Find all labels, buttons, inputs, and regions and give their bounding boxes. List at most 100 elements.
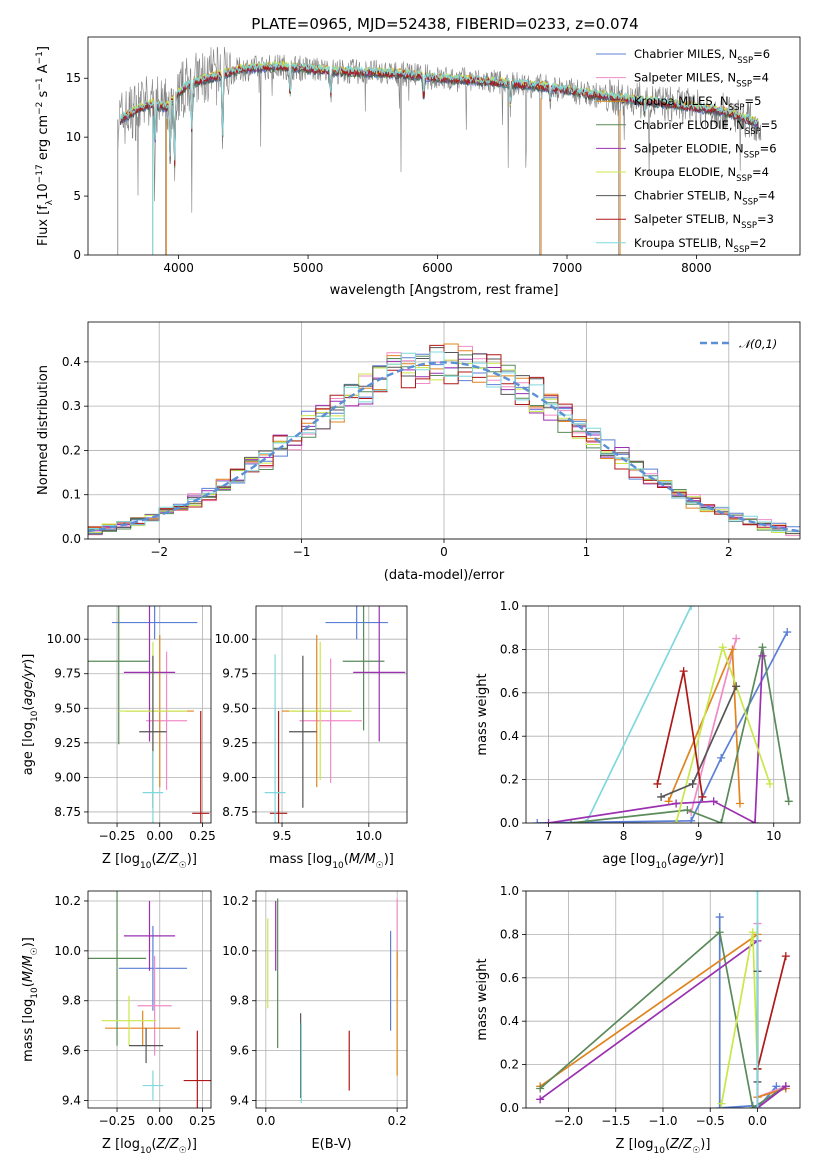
y-axis-label: mass weight [475, 673, 490, 755]
y-tick-label: 9.4 [62, 1094, 81, 1108]
label-part: 10 [653, 1146, 665, 1156]
legend-label: Kroupa STELIB, NSSP=2 [634, 236, 766, 255]
x-tick-label: −0.5 [696, 1114, 725, 1128]
weight-marker [753, 1104, 762, 1108]
label-part: age [log [21, 722, 36, 775]
legend-sub: SSP [742, 198, 758, 208]
label-part: −1 [35, 77, 45, 90]
x-tick-label: −2.0 [554, 1114, 583, 1128]
axes-frame [525, 890, 801, 1109]
x-axis-label: wavelength [Angstrom, rest frame] [330, 283, 559, 298]
weight-marker [687, 606, 696, 610]
y-tick-label: 5 [73, 189, 81, 203]
x-tick-label: 0.0 [256, 1114, 275, 1128]
y-tick-label: 9.6 [230, 1044, 249, 1058]
weight-marker [735, 799, 744, 808]
weight-line [537, 631, 788, 823]
label-part: erg cm [36, 115, 51, 164]
y-tick-label: 1.0 [500, 884, 519, 898]
axes-residuals: −2 −1 0 1 2 0.0 0.1 0.2 0.3 0.4 (data-model)/error… [36, 321, 801, 583]
y-tick-label: 1.0 [500, 599, 519, 613]
legend-text: Chabrier STELIB, N [634, 189, 742, 203]
label-part: M/M [21, 955, 36, 982]
y-tick-label: 8.75 [54, 805, 81, 819]
x-tick-label: −1.0 [648, 1114, 677, 1128]
weight-marker [717, 819, 726, 823]
y-tick-label: 0.3 [62, 399, 81, 413]
x-tick-label: −2 [150, 545, 168, 559]
y-tick-label: 9.00 [222, 770, 249, 784]
x-tick-label: 1 [583, 545, 591, 559]
weight-line [720, 932, 759, 1104]
weight-marker [715, 928, 724, 937]
y-axis-label: age [log10(age/yr)] [21, 654, 40, 776]
y-tick-label: 0.2 [500, 773, 519, 787]
weight-marker [715, 1104, 724, 1108]
figure-title: PLATE=0965, MJD=52438, FIBERID=0233, z=0… [251, 15, 638, 33]
label-part: E(B-V) [311, 1137, 351, 1152]
label-part: )] [187, 852, 197, 867]
plot-area [533, 606, 793, 823]
legend-label: Salpeter STELIB, NSSP=3 [634, 212, 774, 231]
x-tick-label: −1 [293, 545, 311, 559]
label-part: Z [log [616, 1137, 654, 1152]
label-part: mass [log [21, 999, 36, 1062]
label-part: 10 [332, 861, 344, 871]
plot-area [267, 898, 398, 1104]
x-tick-label: 0.00 [146, 1114, 173, 1128]
axes-age_vs_Z: −0.25 0.00 0.25 8.75 9.00 9.25 9.50 9.75 10.00 Z … [21, 605, 216, 871]
y-tick-label: 0.1 [62, 488, 81, 502]
x-tick-label: −1.5 [601, 1114, 630, 1128]
x-tick-label: 0.2 [388, 1114, 407, 1128]
weight-line [690, 638, 738, 813]
label-part: ( [21, 706, 36, 711]
axes-mass_vs_EBV: 0.0 0.2 9.4 9.6 9.8 10.0 10.2 E(B-V) [222, 890, 408, 1152]
y-tick-label: 0.2 [62, 443, 81, 457]
legend-label: 𝒩(0,1) [739, 337, 777, 351]
x-tick-label: 10 [766, 829, 781, 843]
label-part: ☉ [692, 1146, 700, 1156]
legend-text: Salpeter STELIB, N [634, 212, 741, 226]
x-tick-label: 7 [545, 829, 553, 843]
y-tick-label: 10.0 [54, 944, 81, 958]
label-part: A [36, 64, 51, 77]
y-tick-label: 0.2 [500, 1058, 519, 1072]
weight-marker [709, 797, 718, 806]
axes-frame [87, 36, 801, 256]
label-part: ( [21, 982, 36, 987]
weight-line [667, 649, 741, 804]
weight-marker [783, 628, 792, 637]
y-tick-label: 9.8 [62, 994, 81, 1008]
x-tick-label: −0.25 [99, 829, 136, 843]
label-part: 10 [140, 861, 152, 871]
legend-sub: SSP [745, 127, 761, 137]
label-part: ☉ [179, 861, 187, 871]
legend-n: =2 [749, 236, 766, 250]
label-part: 10 [30, 987, 40, 999]
y-tick-label: 9.50 [54, 701, 81, 715]
legend-text: Kroupa MILES, N [634, 94, 729, 108]
y-tick-label: 0.0 [62, 532, 81, 546]
y-axis-label: mass weight [475, 958, 490, 1040]
weight-marker [679, 667, 688, 676]
legend-n: =5 [744, 94, 761, 108]
weight-marker [748, 1104, 757, 1108]
x-tick-label: 8000 [681, 261, 712, 275]
weight-marker [533, 819, 542, 823]
label-part: Z [log [102, 1137, 140, 1152]
legend-n: =4 [758, 189, 775, 203]
x-tick-label: 9.5 [272, 829, 291, 843]
y-tick-label: 9.75 [222, 667, 249, 681]
label-part: Z [log [102, 852, 140, 867]
x-tick-label: 2 [725, 545, 733, 559]
plot-area [88, 891, 211, 1108]
weight-marker [772, 1082, 781, 1091]
x-tick-label: 6000 [422, 261, 453, 275]
weight-marker [536, 1084, 545, 1093]
legend-text: Salpeter ELODIE, N [634, 141, 744, 155]
label-part: )] [714, 852, 724, 867]
x-tick-label: 7000 [552, 261, 583, 275]
axes-mass_vs_Z: −0.25 0.00 0.259.49.69.810.010.2Z [log10(Z… [21, 890, 216, 1156]
label-part: ( [151, 852, 156, 867]
